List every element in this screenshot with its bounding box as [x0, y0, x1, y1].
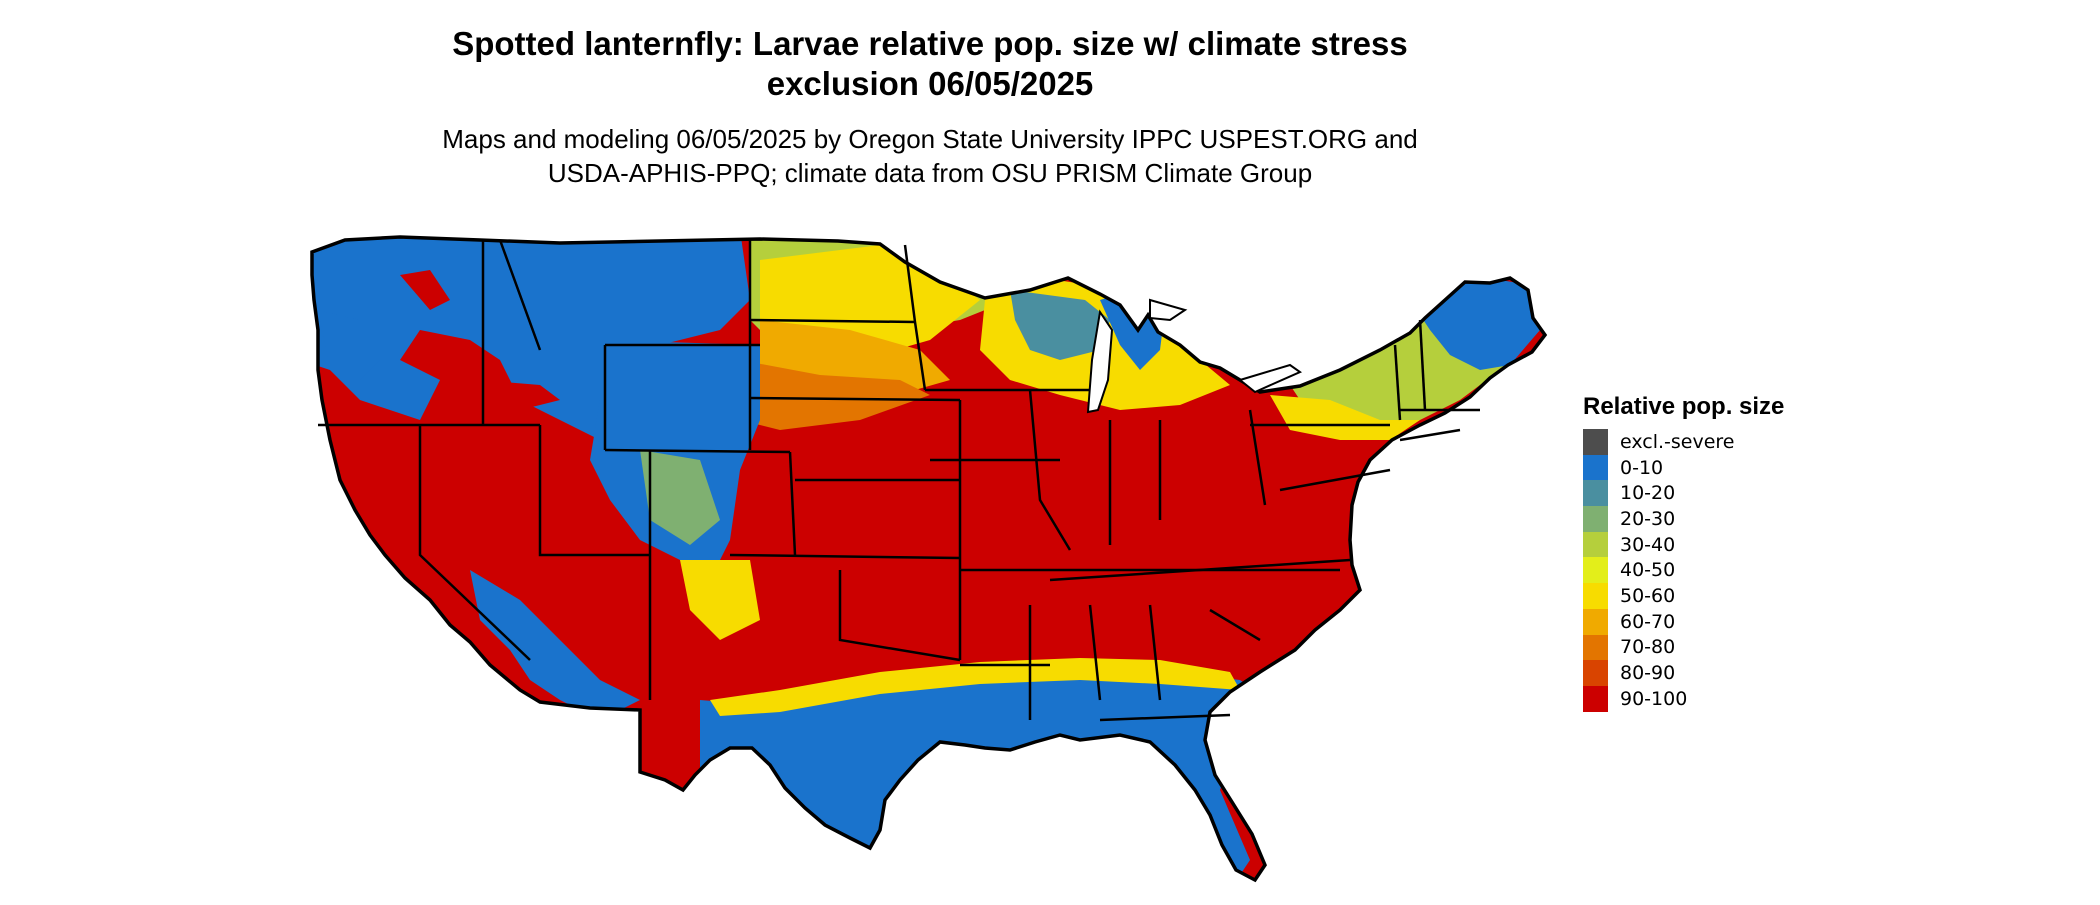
map-subtitle-line1: Maps and modeling 06/05/2025 by Oregon S…: [442, 124, 1418, 154]
sd-ne-border: [749, 396, 961, 402]
southwest-cool-zone: [470, 570, 640, 720]
ky-tn-border: [1049, 558, 1351, 582]
pa-south-border: [1279, 468, 1391, 492]
legend-swatch: [1583, 480, 1608, 507]
lake-huron: [1149, 298, 1188, 322]
legend-label: 10-20: [1620, 482, 1676, 505]
legend-label: 60-70: [1620, 610, 1676, 633]
map-title-line1: Spotted lanternfly: Larvae relative pop.…: [452, 25, 1408, 62]
legend-swatch: [1583, 557, 1608, 584]
lake-michigan: [1086, 309, 1114, 414]
gulf-coast-yellow-band: [710, 658, 1240, 716]
nh-border: [1418, 319, 1427, 411]
il-west-border: [1028, 389, 1072, 551]
legend-swatch: [1583, 531, 1608, 558]
ms-al-border: [1088, 604, 1102, 701]
ga-sc-border: [1209, 608, 1261, 642]
legend-item: 30-40: [1583, 531, 1784, 558]
map-title-line2: exclusion 06/05/2025: [766, 65, 1094, 102]
washington-hot-patch: [400, 270, 450, 310]
legend-item: 70-80: [1583, 634, 1784, 661]
legend-swatch: [1583, 429, 1608, 455]
ct-border: [1399, 428, 1461, 442]
ut-border: [538, 425, 650, 557]
legend-label: 50-60: [1620, 584, 1676, 607]
pennsylvania-yellow-zone: [1270, 395, 1420, 440]
legend-item: 50-60: [1583, 583, 1784, 609]
legend-label: 30-40: [1620, 533, 1676, 556]
idaho-hot-patch: [480, 380, 560, 410]
new-mexico-yellow-zone: [680, 560, 760, 640]
nv-border: [418, 425, 531, 661]
legend-swatch: [1583, 506, 1608, 532]
map-subtitle: Maps and modeling 06/05/2025 by Oregon S…: [380, 122, 1480, 190]
legend-item: 20-30: [1583, 506, 1784, 532]
legend-swatch: [1583, 685, 1608, 712]
us-map: [310, 235, 1547, 882]
oregon-coast-cool-zone: [318, 310, 380, 380]
tx-ok-border: [838, 570, 961, 662]
map-legend: Relative pop. size excl.-severe 0-10 10-…: [1583, 393, 1784, 712]
map-subtitle-line2: USDA-APHIS-PPQ; climate data from OSU PR…: [547, 158, 1313, 188]
plains-darkorange-zone: [740, 360, 930, 430]
legend-item: 80-90: [1583, 660, 1784, 686]
vt-border: [1393, 344, 1402, 421]
great-lakes-teal-zone: [1010, 290, 1110, 360]
legend-label: 20-30: [1620, 507, 1676, 530]
legend-item: 60-70: [1583, 608, 1784, 635]
legend-title: Relative pop. size: [1583, 393, 1785, 420]
legend-swatch: [1583, 454, 1608, 481]
legend-label: excl.-severe: [1620, 430, 1735, 453]
co-east-border: [788, 451, 797, 556]
legend-item: 0-10: [1583, 454, 1784, 481]
legend-item: 90-100: [1583, 685, 1784, 712]
legend-swatch: [1583, 608, 1608, 635]
lake-erie: [1237, 363, 1303, 394]
legend-swatch: [1583, 660, 1608, 686]
legend-item: 40-50: [1583, 557, 1784, 584]
state-boundaries: [318, 239, 1480, 722]
nd-sd-border: [749, 318, 916, 324]
legend-item: excl.-severe: [1583, 429, 1784, 455]
colorado-green-zone: [640, 450, 720, 545]
mt-id-border: [498, 239, 542, 351]
legend-label: 90-100: [1620, 687, 1688, 710]
legend-items: excl.-severe 0-10 10-20 20-30 30-40 40-5…: [1583, 429, 1784, 712]
legend-label: 0-10: [1620, 456, 1664, 479]
legend-swatch: [1583, 634, 1608, 661]
map-title: Spotted lanternfly: Larvae relative pop.…: [380, 24, 1480, 104]
legend-label: 40-50: [1620, 559, 1676, 582]
legend-item: 10-20: [1583, 480, 1784, 507]
legend-swatch: [1583, 583, 1608, 609]
legend-label: 80-90: [1620, 662, 1676, 685]
ks-ok-border: [729, 553, 961, 560]
legend-label: 70-80: [1620, 636, 1676, 659]
co-north-border: [604, 448, 791, 454]
mn-border: [903, 244, 927, 391]
al-ga-border: [1148, 604, 1162, 701]
